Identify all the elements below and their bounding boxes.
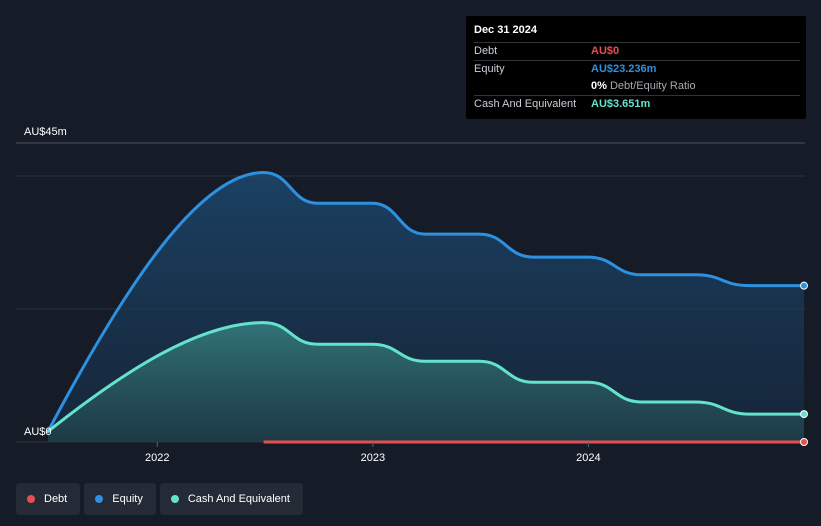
tooltip-panel: Dec 31 2024 Debt AU$0 Equity AU$23.236m … [466, 16, 806, 119]
x-tick-label-2022: 2022 [145, 452, 169, 464]
tooltip-ratio-value-wrap: 0% Debt/Equity Ratio [591, 78, 696, 95]
series-areas [48, 172, 804, 442]
end-marker-equity [800, 281, 808, 290]
debt-dot-icon [27, 495, 35, 503]
series-lines [46, 170, 806, 444]
legend-label-equity: Equity [112, 493, 143, 505]
tooltip-equity-label: Equity [474, 63, 505, 75]
y-axis-bottom-label: AU$0 [24, 426, 52, 438]
end-marker-debt [800, 438, 808, 446]
tooltip-row-equity: Equity AU$23.236m [474, 60, 800, 78]
tooltip-debt-label: Debt [474, 45, 498, 57]
axis-labels: AU$45m AU$0 2022 2023 2024 [24, 126, 601, 464]
series-line-equity [46, 170, 806, 433]
tooltip-equity-value: AU$23.236m [591, 63, 657, 75]
series-area-cash-and-equivalent [48, 322, 804, 442]
legend-item-equity[interactable]: Equity [84, 483, 156, 515]
tooltip-debt-value: AU$0 [591, 45, 620, 57]
tooltip-date: Dec 31 2024 [474, 24, 537, 36]
tooltip-row-cash: Cash And Equivalent AU$3.651m [474, 95, 800, 113]
x-tick-label-2024: 2024 [576, 452, 600, 464]
tooltip-ratio-label [474, 78, 591, 95]
series-line-cash-and-equivalent [46, 321, 806, 433]
end-marker-cash-and-equivalent [800, 410, 808, 419]
tooltip-cash-label: Cash And Equivalent [474, 98, 577, 110]
y-axis-top-label: AU$45m [24, 126, 67, 138]
legend-item-debt[interactable]: Debt [16, 483, 81, 515]
chart-legend: Debt Equity Cash And Equivalent [16, 483, 303, 515]
tooltip-cash-value: AU$3.651m [591, 98, 651, 110]
cash-dot-icon [170, 495, 179, 503]
legend-label-debt: Debt [44, 493, 68, 505]
legend-label-cash: Cash And Equivalent [187, 493, 290, 505]
legend-item-cash[interactable]: Cash And Equivalent [159, 483, 303, 515]
x-tick-label-2023: 2023 [361, 452, 385, 464]
tooltip-row-debt: Debt AU$0 [474, 42, 800, 60]
equity-dot-icon [95, 495, 104, 503]
series-end-markers [800, 281, 808, 446]
tooltip-ratio-suffix: Debt/Equity Ratio [609, 80, 696, 92]
tooltip-ratio-value: 0% [591, 80, 607, 92]
tooltip-row-ratio: 0% Debt/Equity Ratio [474, 78, 800, 95]
